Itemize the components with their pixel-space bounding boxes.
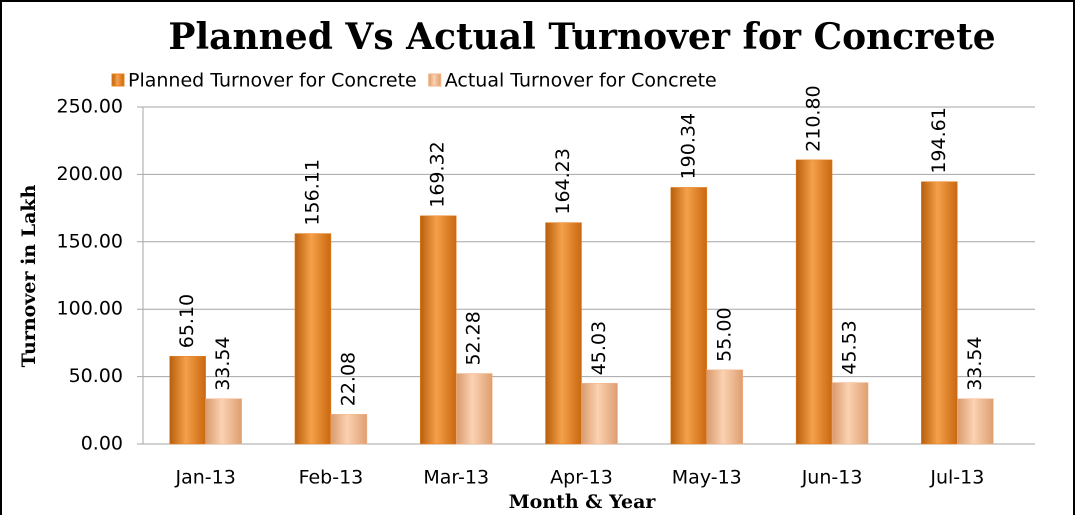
data-label: 210.80 <box>803 85 825 151</box>
y-tick-label: 100.00 <box>57 298 123 320</box>
data-label: 33.54 <box>964 336 986 390</box>
data-label: 52.28 <box>463 311 485 365</box>
bar <box>957 398 994 445</box>
bar <box>581 383 618 445</box>
data-label: 65.10 <box>176 294 198 348</box>
bar <box>670 187 708 445</box>
x-tick-label: Mar-13 <box>423 467 489 489</box>
y-tick-label: 50.00 <box>69 365 123 387</box>
x-tick-label: Jun-13 <box>801 467 863 489</box>
data-label: 156.11 <box>301 159 323 225</box>
bar <box>706 369 744 445</box>
x-axis-title: Month & Year <box>509 491 657 513</box>
bar <box>419 215 457 445</box>
data-label: 55.00 <box>713 307 735 361</box>
chart-title: Planned Vs Actual Turnover for Concrete <box>168 16 995 58</box>
data-label: 190.34 <box>677 113 699 179</box>
y-tick-label: 200.00 <box>57 163 123 185</box>
data-label: 164.23 <box>552 148 574 214</box>
bar <box>921 181 958 445</box>
y-tick-label: 150.00 <box>57 230 123 252</box>
y-tick-label: 0.00 <box>81 433 123 455</box>
x-tick-label: Jul-13 <box>929 467 984 489</box>
bar <box>831 382 869 445</box>
bar <box>169 355 206 445</box>
x-tick-label: Feb-13 <box>299 467 364 489</box>
legend-label: Actual Turnover for Concrete <box>445 70 717 92</box>
bar <box>330 413 368 445</box>
legend-swatch <box>428 73 442 87</box>
x-tick-label: May-13 <box>672 467 742 489</box>
data-label: 194.61 <box>928 107 950 173</box>
bar <box>795 159 833 445</box>
data-label: 45.03 <box>588 321 610 375</box>
bar <box>455 373 493 445</box>
data-label: 33.54 <box>212 336 234 390</box>
legend-swatch <box>111 73 125 87</box>
legend-label: Planned Turnover for Concrete <box>128 70 417 92</box>
data-label: 45.53 <box>839 320 861 374</box>
x-tick-label: Jan-13 <box>174 467 235 489</box>
x-tick-label: Apr-13 <box>550 467 613 489</box>
y-axis-title: Turnover in Lakh <box>18 184 40 367</box>
data-label: 22.08 <box>337 352 359 406</box>
bar <box>294 233 332 445</box>
data-label: 169.32 <box>427 141 449 207</box>
bar <box>545 222 582 445</box>
y-tick-label: 250.00 <box>57 96 123 118</box>
bar <box>205 398 242 445</box>
